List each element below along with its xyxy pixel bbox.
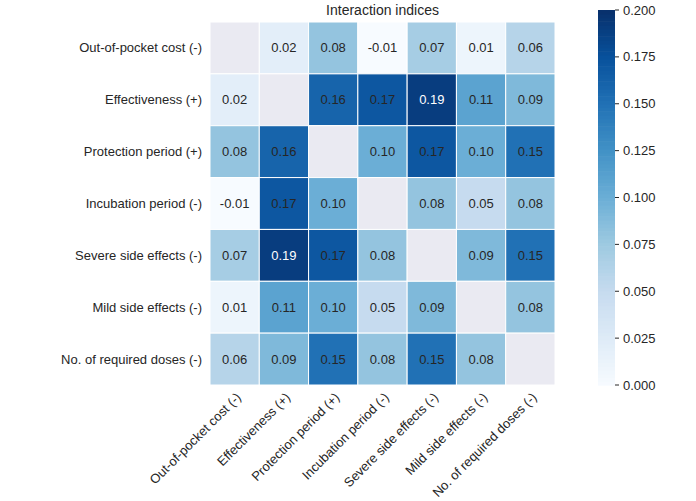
svg-text:0.08: 0.08 [321, 40, 346, 55]
svg-text:0.01: 0.01 [222, 300, 247, 315]
svg-text:0.06: 0.06 [518, 40, 543, 55]
svg-text:0.08: 0.08 [370, 352, 395, 367]
svg-text:0.16: 0.16 [271, 144, 296, 159]
svg-text:0.10: 0.10 [370, 144, 395, 159]
svg-text:0.075: 0.075 [623, 237, 656, 252]
svg-text:0.100: 0.100 [623, 190, 656, 205]
svg-text:0.02: 0.02 [222, 92, 247, 107]
svg-text:0.175: 0.175 [623, 49, 656, 64]
svg-text:0.15: 0.15 [321, 352, 346, 367]
svg-text:0.15: 0.15 [419, 352, 444, 367]
svg-text:0.07: 0.07 [419, 40, 444, 55]
svg-text:Incubation period (-): Incubation period (-) [86, 196, 202, 211]
svg-text:-0.01: -0.01 [220, 196, 250, 211]
svg-text:No. of required doses (-): No. of required doses (-) [61, 352, 202, 367]
svg-text:No. of required doses (-): No. of required doses (-) [429, 390, 539, 500]
svg-text:Mild side effects (-): Mild side effects (-) [92, 300, 202, 315]
svg-text:0.07: 0.07 [222, 248, 247, 263]
svg-text:0.200: 0.200 [623, 3, 656, 18]
svg-text:0.08: 0.08 [370, 248, 395, 263]
svg-text:0.19: 0.19 [271, 248, 296, 263]
svg-text:0.08: 0.08 [518, 300, 543, 315]
svg-text:0.10: 0.10 [321, 300, 346, 315]
svg-text:0.09: 0.09 [271, 352, 296, 367]
svg-text:0.08: 0.08 [419, 196, 444, 211]
svg-text:0.17: 0.17 [370, 92, 395, 107]
svg-text:0.17: 0.17 [419, 144, 444, 159]
svg-text:0.08: 0.08 [222, 144, 247, 159]
svg-text:Effectiveness (+): Effectiveness (+) [214, 389, 294, 469]
svg-text:0.050: 0.050 [623, 284, 656, 299]
svg-text:0.08: 0.08 [518, 196, 543, 211]
svg-text:Mild side effects (-): Mild side effects (-) [402, 390, 490, 478]
svg-text:Incubation period (-): Incubation period (-) [299, 390, 392, 483]
svg-text:Protection period (+): Protection period (+) [84, 144, 202, 159]
svg-text:Effectiveness (+): Effectiveness (+) [105, 92, 202, 107]
svg-text:0.16: 0.16 [321, 92, 346, 107]
svg-text:0.01: 0.01 [468, 40, 493, 55]
svg-text:0.02: 0.02 [271, 40, 296, 55]
svg-text:0.09: 0.09 [419, 300, 444, 315]
svg-text:0.05: 0.05 [468, 196, 493, 211]
svg-text:0.09: 0.09 [468, 248, 493, 263]
svg-text:Interaction indices: Interaction indices [326, 2, 439, 18]
svg-text:Out-of-pocket cost (-): Out-of-pocket cost (-) [147, 390, 244, 487]
svg-text:-0.01: -0.01 [368, 40, 398, 55]
svg-text:0.06: 0.06 [222, 352, 247, 367]
svg-text:0.09: 0.09 [518, 92, 543, 107]
svg-text:0.15: 0.15 [518, 248, 543, 263]
svg-text:0.11: 0.11 [272, 300, 296, 315]
svg-text:0.025: 0.025 [623, 331, 656, 346]
svg-text:0.15: 0.15 [518, 144, 543, 159]
svg-text:0.08: 0.08 [468, 352, 493, 367]
svg-text:0.125: 0.125 [623, 143, 656, 158]
svg-text:Severe side effects (-): Severe side effects (-) [75, 248, 202, 263]
svg-text:0.11: 0.11 [469, 92, 493, 107]
svg-text:0.17: 0.17 [271, 196, 296, 211]
svg-text:0.150: 0.150 [623, 96, 656, 111]
svg-text:0.05: 0.05 [370, 300, 395, 315]
svg-text:Protection period (+): Protection period (+) [248, 390, 342, 484]
svg-text:0.17: 0.17 [321, 248, 346, 263]
svg-text:0.10: 0.10 [468, 144, 493, 159]
svg-text:Out-of-pocket cost (-): Out-of-pocket cost (-) [79, 40, 202, 55]
svg-text:0.10: 0.10 [321, 196, 346, 211]
svg-text:0.19: 0.19 [419, 92, 444, 107]
svg-text:0.000: 0.000 [623, 378, 656, 393]
svg-text:Severe side effects (-): Severe side effects (-) [341, 390, 441, 490]
